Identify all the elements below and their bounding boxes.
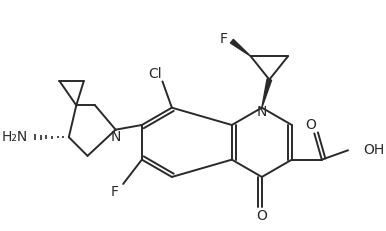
Text: H₂N: H₂N (2, 130, 28, 144)
Text: OH: OH (363, 143, 384, 157)
Text: N: N (110, 130, 121, 144)
Text: F: F (220, 32, 227, 46)
Text: Cl: Cl (148, 67, 162, 81)
Polygon shape (230, 39, 251, 56)
Text: N: N (257, 105, 267, 119)
Polygon shape (262, 79, 272, 108)
Text: F: F (111, 185, 119, 199)
Text: O: O (256, 209, 267, 223)
Text: O: O (305, 118, 316, 132)
